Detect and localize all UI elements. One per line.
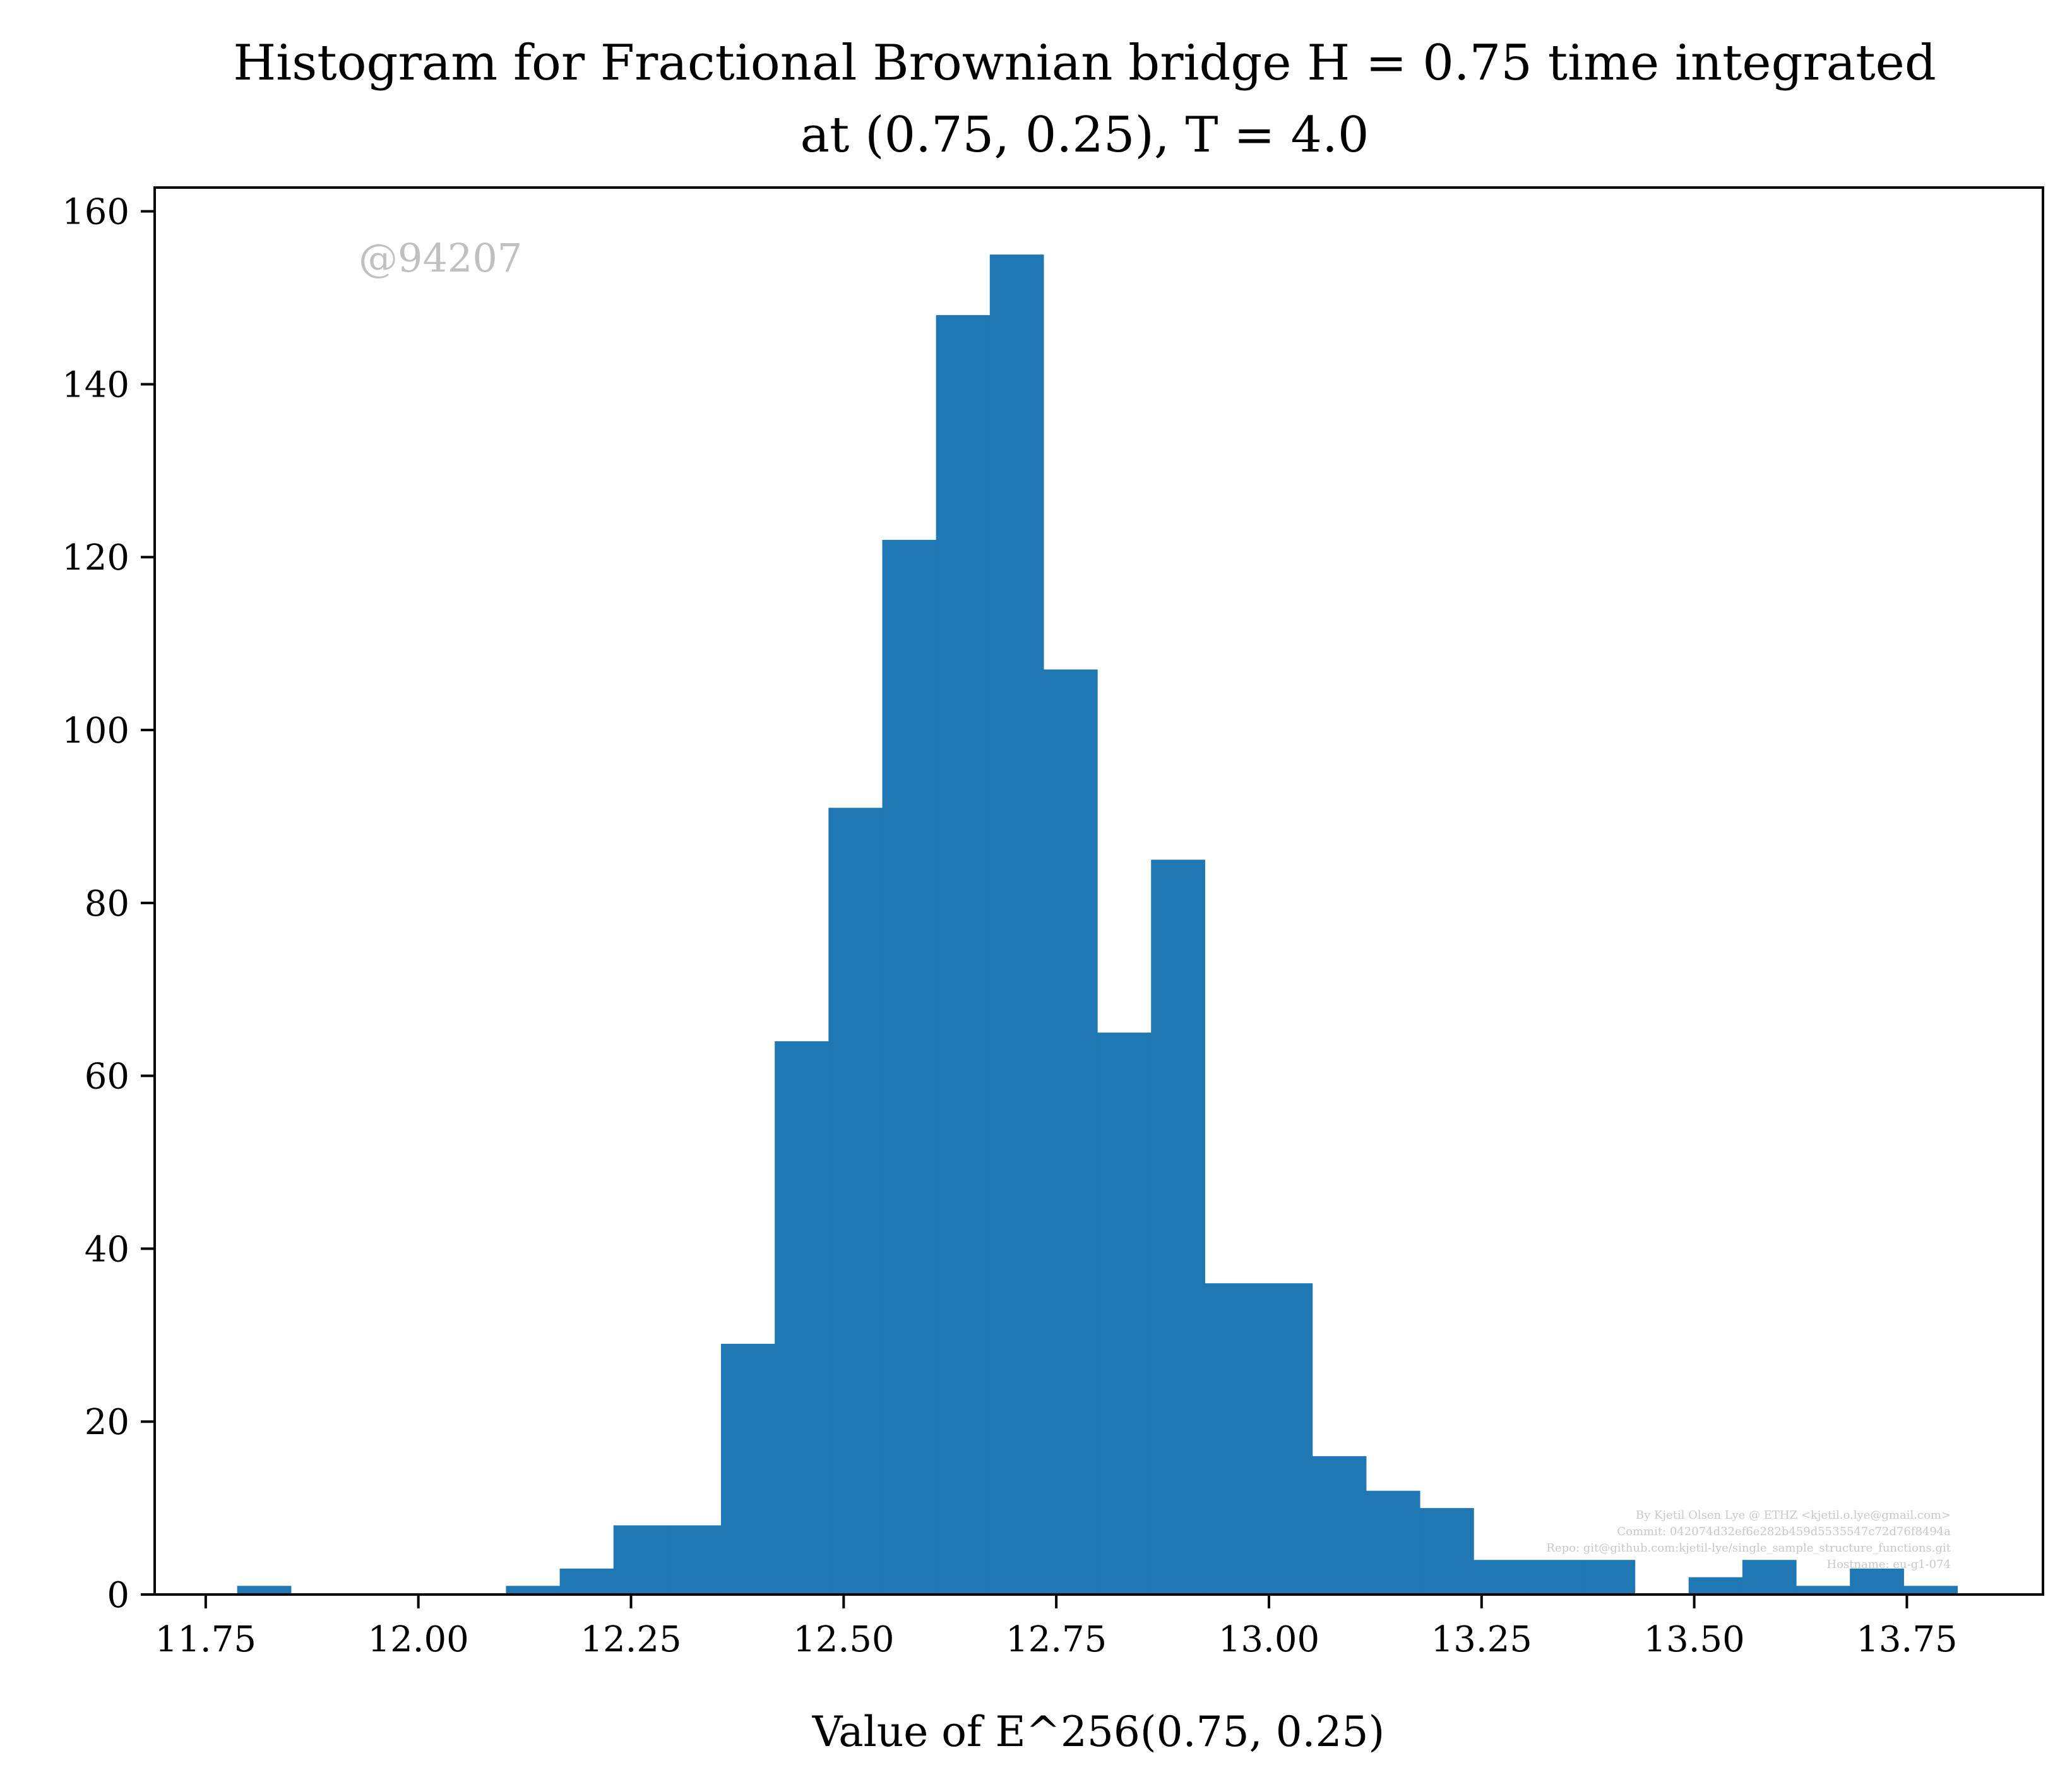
x-axis-ticks: 11.75 12.00 12.25 12.50 12.75 13.00 13.25 13.50… — [155, 1595, 1958, 1660]
x-tick-label: 13.25 — [1431, 1619, 1532, 1660]
y-tick-label: 40 — [85, 1229, 129, 1270]
chart-title-line-1: Histogram for Fractional Brownian bridge… — [233, 35, 1936, 92]
histogram-bar — [1043, 669, 1098, 1595]
histogram-bar — [1796, 1586, 1850, 1595]
histogram-bar — [1527, 1560, 1582, 1595]
y-tick-label: 100 — [62, 710, 129, 751]
histogram-bar — [1850, 1568, 1904, 1595]
credit-author: By Kjetil Olsen Lye @ ETHZ <kjetil.o.lye… — [1636, 1509, 1951, 1522]
histogram-bar — [1903, 1586, 1958, 1595]
histogram-bar — [1097, 1032, 1152, 1595]
x-tick-label: 12.50 — [793, 1619, 894, 1660]
histogram-bar — [882, 539, 937, 1595]
x-tick-label: 13.50 — [1643, 1619, 1744, 1660]
histogram-bar — [936, 314, 991, 1595]
y-axis-ticks: 0 20 40 60 80 100 120 140 160 — [62, 192, 155, 1616]
histogram-bar — [1581, 1560, 1636, 1595]
x-axis-label: Value of E^256(0.75, 0.25) — [812, 1708, 1385, 1756]
chart-title-line-2: at (0.75, 0.25), T = 4.0 — [800, 107, 1369, 164]
y-tick-label: 20 — [85, 1402, 129, 1443]
credit-repo: Repo: git@github.com:kjetil-lye/single_s… — [1546, 1541, 1951, 1555]
y-tick-label: 0 — [107, 1575, 129, 1616]
axes-frame — [153, 186, 2044, 1596]
x-tick-label: 13.00 — [1218, 1619, 1319, 1660]
x-tick-label: 12.00 — [367, 1619, 468, 1660]
histogram-bar — [721, 1343, 775, 1595]
histogram-bar — [237, 1586, 292, 1595]
y-tick-label: 120 — [62, 537, 129, 578]
histogram-bar — [775, 1041, 829, 1595]
credit-hostname: Hostname: eu-g1-074 — [1826, 1558, 1951, 1571]
credit-commit: Commit: 042074d32ef6e282b459d5535547c72d… — [1617, 1525, 1951, 1538]
y-tick-label: 80 — [85, 883, 129, 924]
y-tick-label: 60 — [85, 1056, 129, 1098]
histogram-bar — [1366, 1490, 1420, 1595]
histogram-bar — [1474, 1560, 1528, 1595]
histogram-bar — [506, 1586, 561, 1595]
histogram-bar — [613, 1525, 668, 1595]
x-tick-label: 12.25 — [580, 1619, 681, 1660]
x-tick-label: 13.75 — [1856, 1619, 1957, 1660]
histogram-bars — [237, 254, 1958, 1595]
histogram-bar — [1688, 1577, 1743, 1595]
credit-block: By Kjetil Olsen Lye @ ETHZ <kjetil.o.lye… — [1546, 1509, 1951, 1571]
x-tick-label: 12.75 — [1006, 1619, 1107, 1660]
histogram-bar — [989, 254, 1044, 1595]
histogram-bar — [1151, 859, 1205, 1595]
y-tick-label: 160 — [62, 192, 129, 233]
histogram-bar — [828, 808, 883, 1595]
x-tick-label: 11.75 — [155, 1619, 256, 1660]
histogram-bar — [1312, 1456, 1367, 1595]
watermark: @94207 — [359, 235, 522, 281]
histogram-bar — [1742, 1560, 1797, 1595]
histogram-bar — [667, 1525, 722, 1595]
histogram-bar — [1419, 1508, 1474, 1595]
y-tick-label: 140 — [62, 364, 129, 405]
histogram-bar — [1258, 1283, 1313, 1595]
histogram-bar — [559, 1568, 614, 1595]
histogram-bar — [1205, 1283, 1259, 1595]
